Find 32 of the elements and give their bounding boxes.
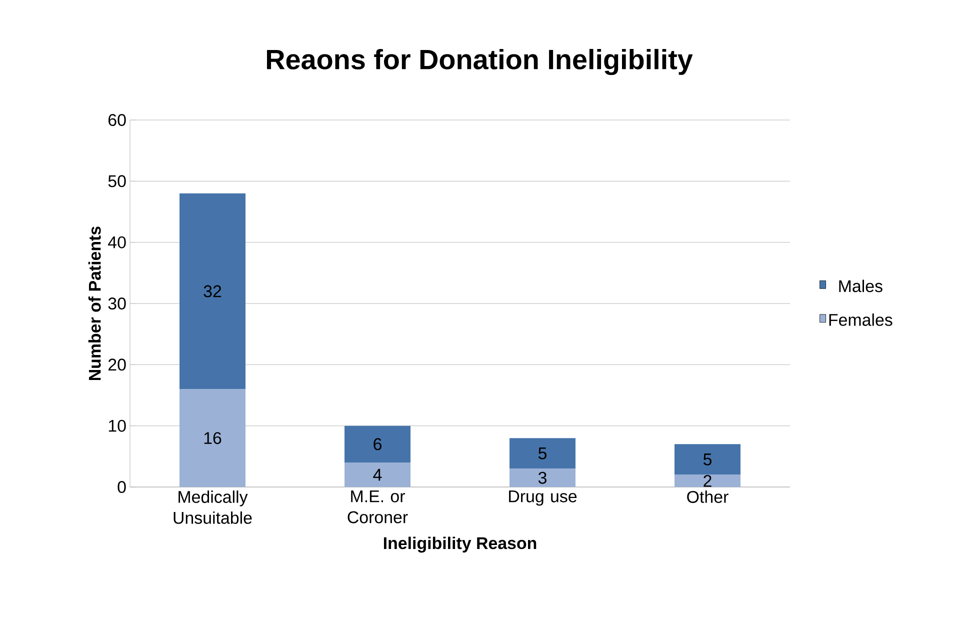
x-axis-title: Ineligibility Reason bbox=[384, 536, 536, 553]
y-tick-label: 50 bbox=[108, 175, 126, 188]
legend-label: Females bbox=[829, 314, 892, 326]
data-label: 5 bbox=[538, 447, 546, 460]
data-label: 3 bbox=[538, 472, 546, 484]
y-tick-label: 0 bbox=[118, 481, 126, 493]
bar bbox=[674, 474, 741, 487]
y-tick-label: 30 bbox=[108, 298, 126, 310]
bar bbox=[344, 462, 411, 487]
y-axis-title: Number of Patients bbox=[88, 226, 101, 380]
chart-title: Reaons for Donation Ineligibility bbox=[266, 48, 693, 76]
legend-label: Males bbox=[839, 280, 882, 292]
data-label: 5 bbox=[703, 454, 712, 466]
data-label: 32 bbox=[204, 285, 222, 298]
x-tick-label: Other bbox=[687, 490, 728, 503]
y-tick-label: 10 bbox=[108, 420, 126, 432]
y-tick-label: 60 bbox=[108, 114, 126, 126]
data-label: 2 bbox=[704, 474, 712, 487]
bar bbox=[180, 389, 246, 487]
bar bbox=[510, 438, 576, 469]
bar bbox=[510, 468, 576, 487]
data-label: 16 bbox=[204, 432, 222, 444]
y-tick-label: 20 bbox=[108, 358, 126, 371]
y-tick-label: 40 bbox=[108, 236, 126, 248]
x-tick-label: Drug use bbox=[509, 490, 577, 506]
data-label: 4 bbox=[373, 468, 382, 481]
x-tick-label: M.E. or Coroner bbox=[348, 490, 408, 524]
bar bbox=[344, 426, 411, 463]
bar bbox=[180, 193, 246, 390]
bar bbox=[674, 444, 741, 475]
data-label: 6 bbox=[374, 438, 382, 450]
x-tick-label: Medically Unsuitable bbox=[174, 490, 252, 524]
